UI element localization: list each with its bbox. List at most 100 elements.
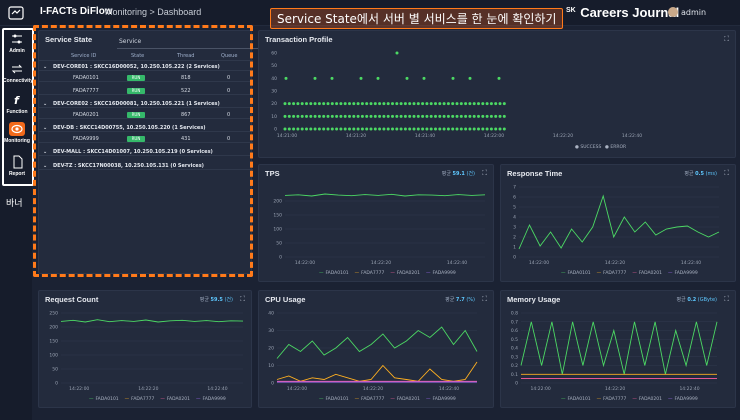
success-point (408, 102, 412, 106)
y-tick-label: 50 (276, 241, 282, 247)
y-tick-label: 5 (513, 205, 516, 211)
sidebar-item-report[interactable]: Report (3, 154, 31, 184)
device-name: DEV-TZ : SKCC17N00038, 10.250.105.131 (0… (53, 163, 204, 169)
success-point (382, 127, 386, 131)
service-state-title: Service State (45, 35, 93, 44)
device-row[interactable]: ⌄ DEV-MALL : SKCC14D01007, 10.250.105.219… (39, 147, 253, 156)
expand-icon[interactable]: ⛶ (724, 169, 729, 177)
success-point (489, 102, 493, 106)
service-row[interactable]: FADA0201 RUN 867 0 (39, 110, 253, 119)
success-point (434, 127, 437, 131)
success-point (459, 102, 463, 106)
service-row[interactable]: FADA9999 RUN 431 0 (39, 134, 253, 143)
legend-entry[interactable]: — FADA0101 (319, 397, 349, 402)
success-point (425, 127, 429, 131)
user-menu[interactable]: admin (668, 7, 706, 17)
legend-entry[interactable]: — FADA9999 (668, 271, 698, 276)
success-point (309, 102, 313, 106)
legend-entry[interactable]: — FADA7777 (354, 271, 385, 276)
sidebar-item-connectivity[interactable]: Connectivity (3, 61, 33, 91)
sidebar-item-admin[interactable]: Admin (3, 31, 31, 61)
y-tick-label: 30 (271, 89, 277, 95)
x-tick-label: 14:22:40 (439, 386, 459, 392)
x-tick-label: 14:22:00 (287, 386, 307, 392)
legend-entry[interactable]: — FADA9999 (426, 271, 456, 276)
device-name: DEV-CORE01 : SKCC16D00052, 10.250.105.22… (53, 64, 220, 70)
success-point (309, 127, 313, 131)
y-tick-label: 0.5 (511, 337, 518, 343)
success-point (373, 127, 377, 131)
success-point (365, 102, 369, 106)
response-time-chart: 0 1 2 3 4 5 6 7 14:22:00 14:22:20 14:22:40 (513, 185, 720, 266)
legend-entry[interactable]: — FADA0201 (390, 397, 421, 402)
legend-entry[interactable]: — FADA0101 (319, 271, 349, 276)
queue-count: 0 (227, 75, 231, 81)
success-point (317, 127, 321, 131)
device-row[interactable]: ⌄ DEV-TZ : SKCC17N00038, 10.250.105.131 (… (39, 161, 253, 170)
success-point (455, 127, 459, 131)
x-tick-label: 14:22:00 (530, 386, 550, 392)
x-tick-label: 14:22:00 (69, 386, 89, 392)
success-point (296, 102, 300, 106)
cpu-usage-chart: 0 10 20 30 40 14:22:00 14:22:20 14:22:40 (268, 311, 478, 392)
expand-icon[interactable]: ⛶ (240, 295, 245, 303)
success-point (489, 127, 493, 131)
expand-icon[interactable]: ⛶ (482, 295, 487, 303)
legend-entry[interactable]: — FADA0201 (632, 397, 663, 402)
legend-entry[interactable]: — FADA9999 (426, 397, 456, 402)
x-tick-label: 14:22:20 (553, 133, 573, 139)
y-tick-label: 100 (273, 227, 282, 233)
success-point (305, 127, 308, 131)
success-point (365, 127, 369, 131)
success-point (343, 102, 347, 106)
legend-entry[interactable]: — FADA0101 (89, 397, 119, 402)
legend-entry[interactable]: — FADA0101 (561, 271, 591, 276)
device-name: DEV-MALL : SKCC14D01007, 10.250.105.219 … (53, 149, 213, 155)
legend-entry[interactable]: — FADA0101 (561, 397, 591, 402)
legend-entry[interactable]: — FADA0201 (390, 271, 421, 276)
memory-usage-average: 평균 0.2 (GByte) (676, 297, 717, 303)
legend-entry[interactable]: — FADA0201 (632, 271, 663, 276)
legend-entry[interactable]: — FADA7777 (124, 397, 155, 402)
request-count-panel: Request Count 평균 59.5 (건) ⛶ 0 50 100 150 200… (38, 290, 252, 408)
success-point (309, 114, 313, 118)
success-point (477, 102, 480, 106)
thread-count: 522 (181, 88, 191, 94)
success-point (313, 76, 317, 80)
success-point (442, 102, 446, 106)
service-row[interactable]: FADA0101 RUN 818 0 (39, 73, 253, 82)
success-point (399, 127, 403, 131)
expand-icon[interactable]: ⛶ (724, 295, 729, 303)
device-row[interactable]: ⌄ DEV-CORE01 : SKCC16D00052, 10.250.105.2… (39, 62, 253, 71)
success-point (283, 102, 287, 106)
legend-entry[interactable]: — FADA7777 (596, 397, 627, 402)
breadcrumb: Monitoring > Dashboard (105, 7, 202, 17)
legend-entry[interactable]: — FADA7777 (596, 271, 627, 276)
expand-icon[interactable]: ⛶ (724, 35, 729, 43)
service-state-panel: Service State Service▾ Service ID State … (38, 30, 265, 274)
expand-icon[interactable]: ⛶ (482, 169, 487, 177)
success-point (373, 102, 377, 106)
device-row[interactable]: ⌄ DEV-DB : SKCC14D00755, 10.250.105.220 (… (39, 123, 253, 132)
success-point (502, 114, 506, 118)
sidebar-item-function[interactable]: f Function (6, 94, 28, 115)
success-point (386, 127, 390, 131)
y-tick-label: 20 (271, 101, 277, 107)
service-row[interactable]: FADA7777 RUN 522 0 (39, 86, 253, 95)
y-tick-label: 6 (513, 195, 516, 201)
legend-entry[interactable]: — FADA7777 (354, 397, 385, 402)
success-point (425, 114, 429, 118)
state-badge: RUN (127, 136, 145, 142)
success-point (481, 127, 485, 131)
legend-entry[interactable]: — FADA9999 (668, 397, 698, 402)
y-tick-label: 0.8 (511, 311, 518, 317)
y-tick-label: 0 (279, 255, 282, 261)
sidebar-item-monitoring[interactable]: Monitoring (3, 121, 31, 151)
device-row[interactable]: ⌄ DEV-CORE02 : SKCC16D00081, 10.250.105.2… (39, 99, 253, 108)
series-line (284, 193, 486, 197)
success-point (369, 102, 373, 106)
success-point (343, 127, 347, 131)
legend-entry[interactable]: — FADA0201 (160, 397, 191, 402)
legend-entry[interactable]: — FADA9999 (196, 397, 226, 402)
success-point (326, 127, 330, 131)
